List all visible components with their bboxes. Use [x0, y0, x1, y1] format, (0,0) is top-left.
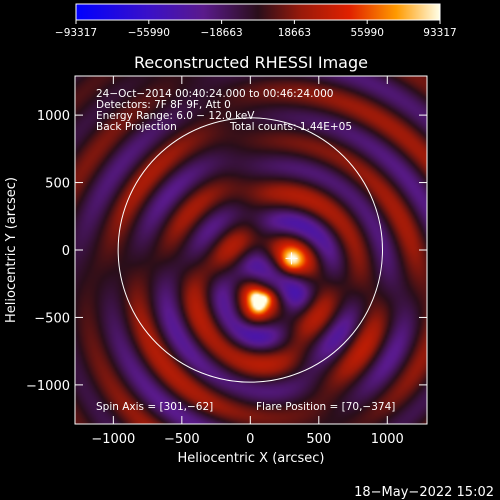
spin-axis-label: Spin Axis = [301,−62] — [96, 401, 213, 413]
info-block: 24−Oct−2014 00:40:24.000 to 00:46:24.000… — [96, 88, 395, 413]
colorbar-strip — [75, 3, 441, 21]
info-total-counts: Total counts: 1.44E+05 — [229, 121, 352, 133]
colorbar: −93317 −55990 −18663 18663 55990 93317 — [55, 3, 457, 39]
colorbar-tick-label: −18663 — [200, 27, 242, 39]
colorbar-tick-label: −55990 — [128, 27, 170, 39]
footer-timestamp: 18−May−2022 15:02 — [354, 485, 494, 500]
colorbar-tick-label: −93317 — [55, 27, 97, 39]
colorbar-tick-label: 18663 — [278, 27, 311, 39]
solar-disk-circle — [117, 117, 383, 383]
info-line-detectors: Detectors: 7F 8F 9F, Att 0 — [96, 99, 231, 111]
info-line-time: 24−Oct−2014 00:40:24.000 to 00:46:24.000 — [96, 88, 333, 100]
x-tick-label: −500 — [164, 432, 200, 447]
x-tick-label: 500 — [306, 432, 331, 447]
info-line-method: Back Projection — [96, 121, 177, 133]
y-tick-label: −500 — [34, 311, 70, 326]
chart-title: Reconstructed RHESSI Image — [134, 53, 368, 72]
y-tick-label: 0 — [62, 244, 70, 259]
x-axis: −1000 −500 0 500 1000 — [91, 76, 404, 447]
heatmap-image — [75, 76, 427, 424]
y-tick-label: 1000 — [37, 109, 70, 124]
flare-position-label: Flare Position = [70,−374] — [256, 401, 395, 413]
y-tick-label: 500 — [45, 177, 70, 192]
colorbar-tick-label: 93317 — [423, 27, 456, 39]
colorbar-ticks: −93317 −55990 −18663 18663 55990 93317 — [55, 20, 457, 39]
spin-axis-marker — [285, 252, 298, 265]
y-axis-title: Heliocentric Y (arcsec) — [4, 177, 19, 323]
x-axis-title: Heliocentric X (arcsec) — [178, 451, 325, 466]
colorbar-tick-label: 55990 — [350, 27, 383, 39]
x-tick-label: 0 — [246, 432, 254, 447]
x-tick-label: −1000 — [91, 432, 135, 447]
heatmap-raster — [75, 76, 427, 424]
x-tick-label: 1000 — [371, 432, 404, 447]
y-axis: 1000 500 0 −500 −1000 — [26, 109, 427, 394]
y-tick-label: −1000 — [26, 379, 70, 394]
info-line-energy: Energy Range: 6.0 − 12.0 keV — [96, 110, 255, 122]
